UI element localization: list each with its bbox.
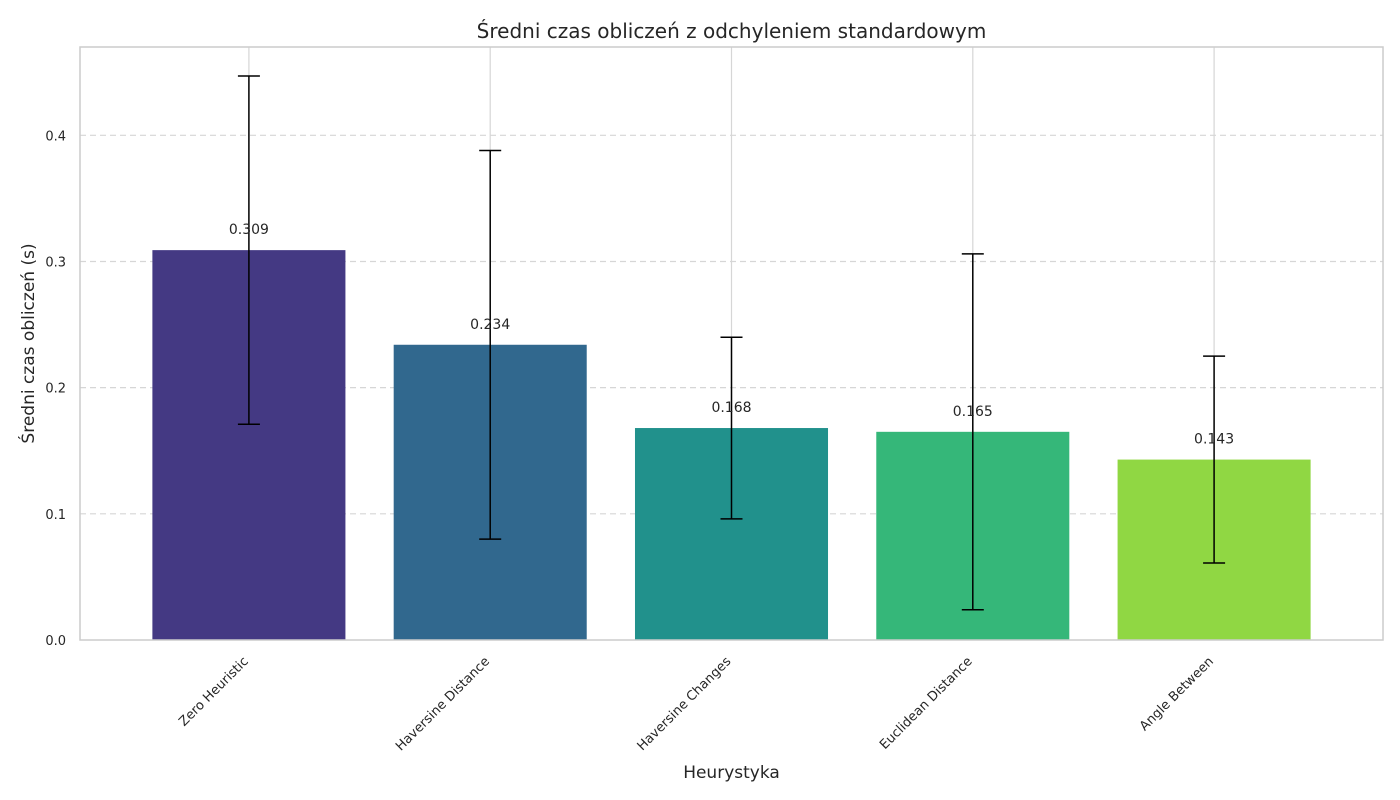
error-bar: [720, 336, 743, 520]
y-tick-label: 0.3: [45, 255, 66, 270]
error-bar: [237, 75, 260, 425]
error-bar: [1203, 355, 1226, 564]
data-label: 0.309: [229, 222, 269, 238]
data-label: 0.143: [1194, 432, 1234, 448]
x-tick-label: Haversine Distance: [393, 654, 493, 754]
x-tick-label: Haversine Changes: [635, 654, 735, 754]
data-label: 0.234: [470, 317, 510, 333]
bars: [152, 250, 1311, 641]
x-tick-label: Angle Between: [1137, 654, 1217, 734]
y-tick-label: 0.4: [45, 129, 66, 144]
chart-title: Średni czas obliczeń z odchyleniem stand…: [477, 19, 987, 43]
x-tick-label: Zero Heuristic: [176, 654, 251, 729]
error-bar: [961, 253, 984, 611]
data-label: 0.168: [711, 400, 751, 416]
error-bars: [237, 75, 1226, 611]
error-bar: [479, 149, 502, 540]
y-tick-label: 0.0: [45, 634, 66, 649]
x-tick-label: Euclidean Distance: [877, 654, 975, 752]
x-axis-label: Heurystyka: [683, 763, 780, 783]
y-tick-label: 0.2: [45, 382, 66, 397]
y-tick-label: 0.1: [45, 508, 66, 523]
plot-frame: [79, 46, 1384, 641]
data-label: 0.165: [953, 404, 993, 420]
y-axis-label: Średni czas obliczeń (s): [17, 243, 39, 443]
data-labels: 0.309 0.234 0.168 0.165 0.143: [229, 222, 1234, 447]
